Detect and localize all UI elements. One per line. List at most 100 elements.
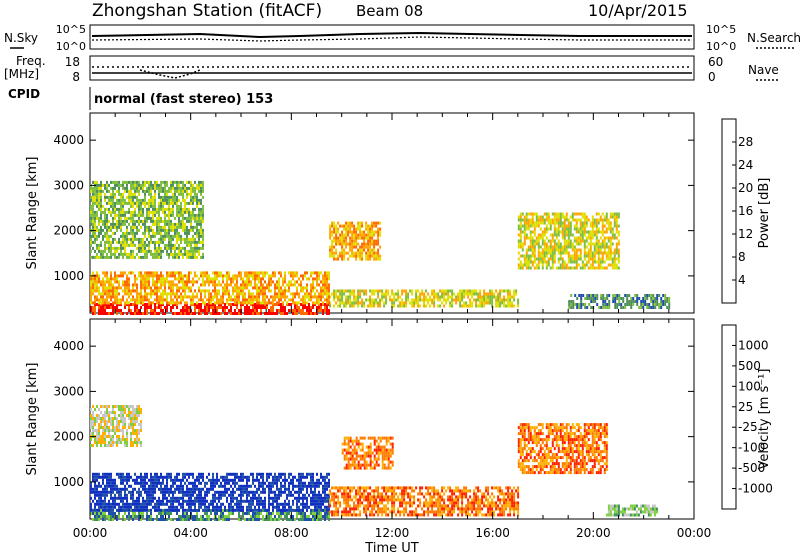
power-data-cell <box>120 249 122 253</box>
velocity-data-cell <box>300 515 302 518</box>
power-data-cell <box>98 183 100 187</box>
power-data-cell <box>559 242 562 246</box>
power-data-cell <box>92 246 94 250</box>
power-data-cell <box>180 207 182 211</box>
power-data-cell <box>132 249 134 253</box>
power-data-cell <box>240 274 242 278</box>
power-data-cell <box>192 201 194 205</box>
velocity-data-cell <box>206 505 208 509</box>
power-data-cell <box>341 224 344 228</box>
power-data-cell <box>601 245 604 249</box>
power-data-cell <box>377 248 380 252</box>
power-data-cell <box>274 312 276 315</box>
power-data-cell <box>465 304 468 308</box>
power-data-cell <box>182 198 184 202</box>
power-data-cell <box>615 221 618 225</box>
velocity-data-cell <box>184 512 186 515</box>
power-data-cell <box>244 283 246 287</box>
power-data-cell <box>118 183 120 187</box>
velocity-data-cell <box>122 496 124 500</box>
power-data-cell <box>328 301 330 305</box>
power-data-cell <box>329 248 332 252</box>
power-data-cell <box>110 271 112 275</box>
power-data-cell <box>593 224 596 228</box>
power-data-cell <box>537 260 540 264</box>
power-data-cell <box>140 183 142 187</box>
power-data-cell <box>359 230 362 234</box>
velocity-data-cell <box>90 496 92 500</box>
power-data-cell <box>527 236 530 240</box>
power-data-cell <box>122 204 124 208</box>
power-data-cell <box>128 222 130 226</box>
power-data-cell <box>393 292 396 296</box>
power-data-cell <box>347 221 350 225</box>
power-data-cell <box>563 233 566 237</box>
power-data-cell <box>638 297 641 300</box>
power-data-cell <box>182 186 184 190</box>
power-data-cell <box>190 252 192 256</box>
power-data-cell <box>200 312 202 315</box>
power-data-cell <box>589 254 592 258</box>
power-data-cell <box>190 312 192 315</box>
power-data-cell <box>186 225 188 229</box>
power-data-cell <box>393 295 396 299</box>
power-data-cell <box>148 183 150 187</box>
power-data-cell <box>601 233 604 237</box>
power-data-cell <box>517 257 520 261</box>
velocity-data-cell <box>100 490 102 494</box>
power-data-cell <box>355 227 358 231</box>
velocity-data-cell <box>196 518 198 521</box>
power-data-cell <box>547 245 550 249</box>
power-data-cell <box>658 303 661 306</box>
velocity-data-cell <box>154 487 156 491</box>
power-data-cell <box>256 277 258 281</box>
power-data-cell <box>128 286 130 290</box>
velocity-data-cell <box>222 518 224 521</box>
power-data-cell <box>280 292 282 296</box>
power-data-cell <box>585 218 588 222</box>
power-data-cell <box>535 257 538 261</box>
power-data-cell <box>170 237 172 241</box>
power-data-cell <box>592 297 595 300</box>
power-data-cell <box>116 303 118 306</box>
power-data-cell <box>164 222 166 226</box>
power-data-cell <box>138 255 140 259</box>
power-data-cell <box>100 309 102 312</box>
power-data-cell <box>561 266 564 270</box>
power-data-cell <box>563 227 566 231</box>
power-data-cell <box>363 245 366 249</box>
power-data-cell <box>134 213 136 217</box>
velocity-data-cell <box>90 505 92 509</box>
power-data-cell <box>158 204 160 208</box>
power-data-cell <box>116 274 118 278</box>
power-data-cell <box>142 237 144 241</box>
power-data-cell <box>355 298 358 302</box>
power-data-cell <box>593 260 596 264</box>
power-data-cell <box>636 303 639 306</box>
power-data-cell <box>146 219 148 223</box>
power-data-cell <box>580 294 583 297</box>
power-data-cell <box>355 257 358 261</box>
power-data-cell <box>194 207 196 211</box>
nsky-tick-bottom-left: 10^0 <box>56 40 86 53</box>
power-data-cell <box>449 295 452 299</box>
power-data-cell <box>220 298 222 302</box>
velocity-data-cell <box>312 515 314 518</box>
power-data-cell <box>228 271 230 275</box>
power-data-cell <box>296 312 298 315</box>
velocity-data-cell <box>214 518 216 521</box>
velocity-data-cell <box>204 484 206 488</box>
power-data-cell <box>367 257 370 261</box>
power-data-cell <box>148 292 150 296</box>
power-data-cell <box>531 230 534 234</box>
power-data-cell <box>102 219 104 223</box>
power-data-cell <box>592 300 595 303</box>
power-data-cell <box>146 186 148 190</box>
power-data-cell <box>531 248 534 252</box>
power-data-cell <box>585 263 588 267</box>
power-data-cell <box>312 277 314 281</box>
power-data-cell <box>252 306 254 309</box>
power-data-cell <box>100 213 102 217</box>
power-data-cell <box>379 254 382 258</box>
power-data-cell <box>148 204 150 208</box>
